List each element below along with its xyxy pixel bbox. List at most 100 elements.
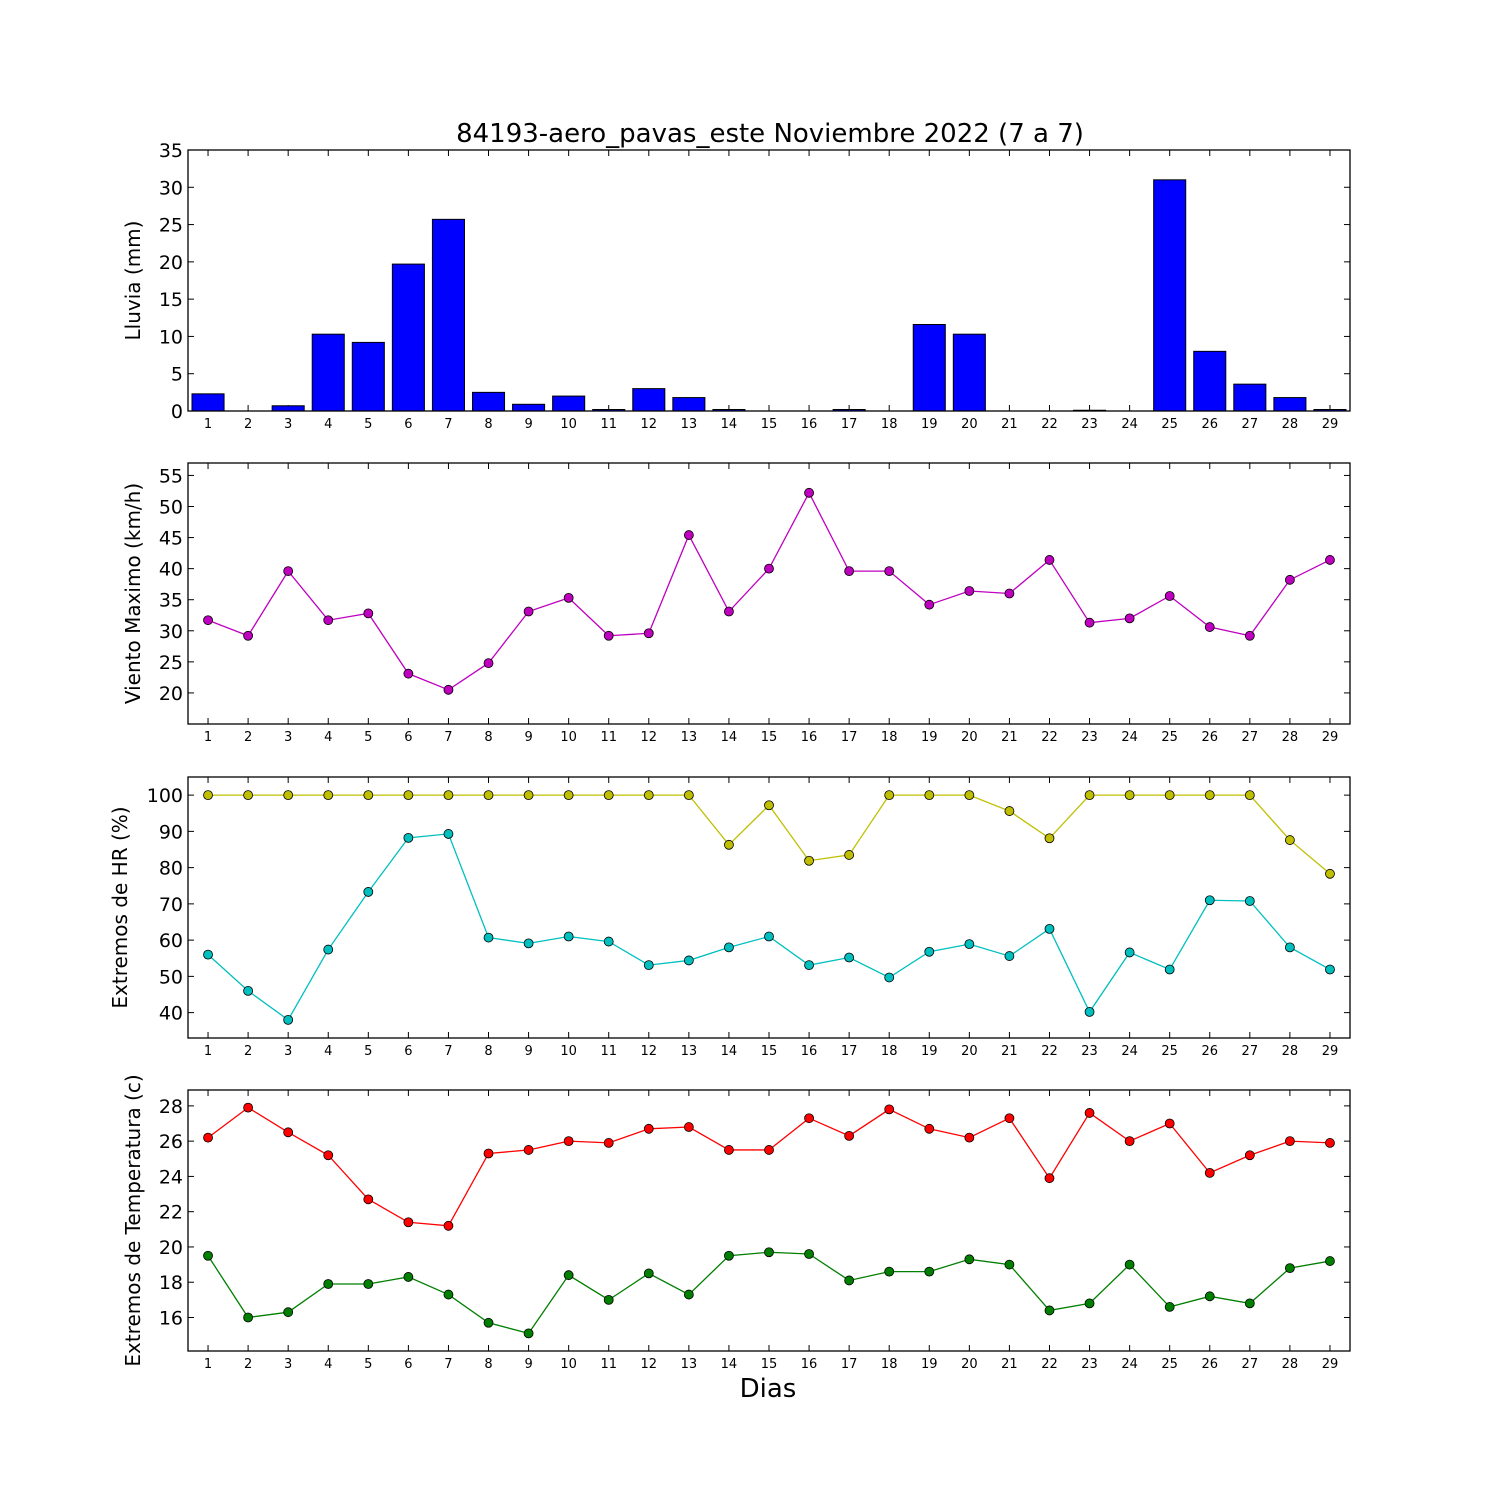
data-point (844, 1130, 855, 1141)
data-point (884, 566, 895, 577)
data-point (1084, 1007, 1095, 1017)
data-point (1044, 1173, 1055, 1184)
data-point (403, 833, 414, 843)
data-point (243, 630, 254, 641)
x-tick-label: 4 (324, 1357, 332, 1372)
data-point (323, 790, 334, 801)
x-tick-label: 25 (1161, 1357, 1178, 1372)
x-tick-label: 6 (404, 1357, 412, 1372)
x-tick-label: 29 (1322, 1044, 1339, 1059)
data-point (1164, 1302, 1175, 1312)
x-tick-label: 1 (204, 417, 212, 432)
y-tick-label: 25 (159, 652, 183, 674)
y-axis-label: Lluvia (mm) (121, 221, 145, 341)
y-tick-label: 20 (159, 683, 183, 705)
plot-frame (187, 149, 1351, 412)
x-tick-label: 17 (841, 730, 858, 745)
x-tick-label: 14 (721, 1044, 738, 1059)
x-tick-label: 27 (1242, 1044, 1259, 1059)
data-point (1084, 617, 1095, 628)
data-point (483, 932, 494, 943)
data-point (964, 1254, 975, 1265)
data-point (563, 790, 574, 801)
plot-frame (187, 1089, 1351, 1352)
data-point (1244, 790, 1255, 801)
data-point (724, 942, 734, 953)
x-tick-label: 24 (1121, 417, 1138, 432)
data-point (403, 790, 414, 801)
x-tick-label: 11 (600, 417, 617, 432)
data-point (1325, 1256, 1335, 1266)
data-point (884, 1266, 895, 1277)
y-tick-label: 40 (159, 1003, 183, 1025)
data-point (563, 1136, 574, 1147)
data-point (283, 1307, 294, 1318)
series-line (207, 833, 1331, 1021)
data-point (1084, 1108, 1095, 1118)
data-point (683, 1122, 694, 1132)
x-tick-label: 25 (1161, 417, 1178, 432)
data-point (603, 790, 614, 801)
data-point (1084, 1298, 1095, 1309)
data-point (323, 1279, 334, 1289)
data-point (283, 1014, 294, 1025)
bar (311, 333, 345, 412)
x-tick-label: 6 (404, 1044, 412, 1059)
data-point (363, 1194, 374, 1205)
x-tick-label: 15 (761, 1044, 778, 1059)
y-tick-label: 5 (171, 364, 183, 386)
y-tick-label: 16 (159, 1307, 183, 1329)
x-tick-label: 2 (244, 1044, 252, 1059)
data-point (323, 944, 334, 955)
x-tick-label: 10 (560, 730, 577, 745)
data-point (924, 599, 935, 610)
data-point (1284, 1263, 1295, 1274)
x-tick-label: 22 (1041, 1044, 1058, 1059)
x-tick-label: 10 (560, 1044, 577, 1059)
x-tick-label: 2 (244, 417, 252, 432)
data-point (1204, 622, 1215, 632)
bar (1153, 179, 1187, 412)
data-point (924, 1123, 935, 1134)
x-tick-label: 12 (641, 1357, 658, 1372)
y-tick-label: 100 (147, 785, 183, 807)
x-tick-label: 6 (404, 417, 412, 432)
data-point (563, 1270, 574, 1281)
data-point (523, 790, 534, 801)
plot-frame (187, 776, 1351, 1039)
y-axis-label: Viento Maximo (km/h) (121, 483, 145, 704)
data-point (964, 586, 975, 596)
x-tick-label: 29 (1322, 1357, 1339, 1372)
data-point (844, 1275, 855, 1286)
bar (912, 323, 946, 412)
data-point (643, 1123, 654, 1134)
data-point (844, 850, 855, 860)
bar (1193, 350, 1227, 412)
data-point (563, 592, 574, 603)
data-point (403, 668, 414, 679)
y-tick-label: 70 (159, 894, 183, 916)
data-point (1124, 613, 1135, 624)
data-point (363, 790, 374, 801)
x-tick-label: 5 (364, 730, 372, 745)
y-tick-label: 80 (159, 858, 183, 880)
x-tick-label: 7 (444, 1044, 452, 1059)
x-tick-label: 8 (484, 1044, 492, 1059)
chart-title: 84193-aero_pavas_este Noviembre 2022 (7 … (456, 119, 1084, 149)
y-tick-label: 30 (159, 621, 183, 643)
y-tick-label: 10 (159, 326, 183, 348)
data-point (1004, 806, 1015, 816)
x-tick-label: 6 (404, 730, 412, 745)
data-point (764, 931, 774, 942)
data-point (483, 790, 494, 801)
bar (672, 397, 706, 412)
data-point (804, 1249, 814, 1259)
bar (351, 341, 385, 412)
bar (431, 218, 465, 412)
x-tick-label: 23 (1081, 417, 1098, 432)
data-point (323, 615, 334, 626)
x-tick-label: 26 (1201, 1357, 1218, 1372)
data-point (363, 1279, 374, 1289)
x-tick-label: 25 (1161, 730, 1178, 745)
